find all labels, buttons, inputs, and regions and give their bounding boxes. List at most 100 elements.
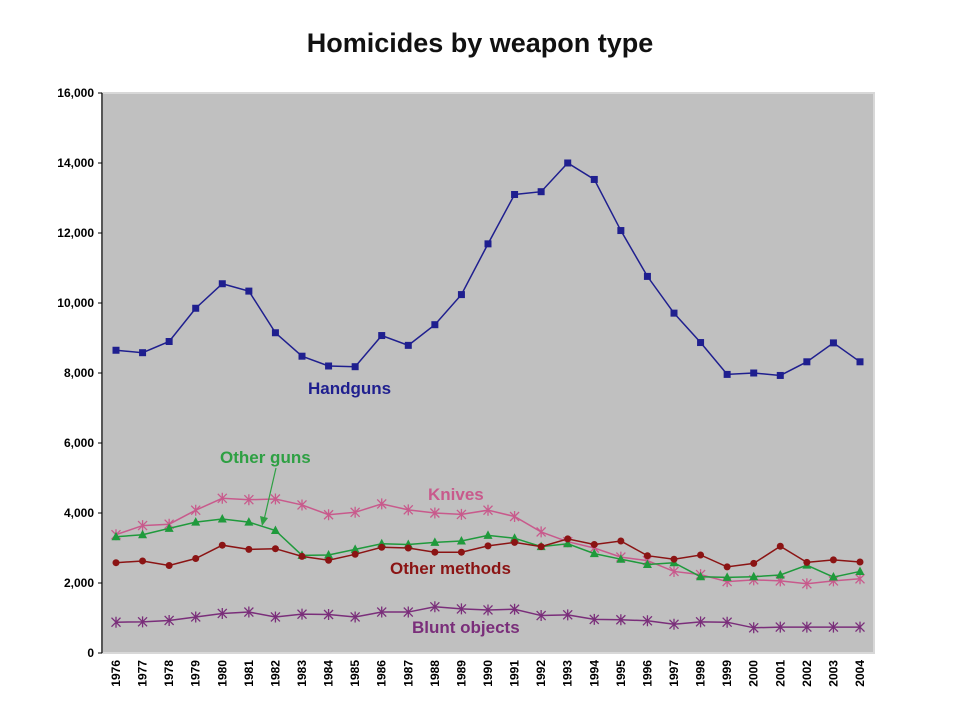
series-blunt-objects [111,601,865,634]
x-tick-label: 1978 [162,660,176,687]
data-point [351,550,359,558]
data-point [803,358,811,366]
y-tick-label: 14,000 [57,156,94,170]
data-point [456,508,467,520]
data-point [483,604,493,616]
y-tick-label: 0 [87,646,94,660]
data-point [164,614,175,626]
data-point [271,545,279,553]
x-tick-label: 1996 [640,660,654,687]
x-tick-label: 1992 [534,660,548,687]
data-point [378,332,386,340]
data-point [484,542,492,550]
data-point [697,551,705,559]
x-tick-label: 1997 [667,660,681,687]
data-point [190,504,201,516]
data-point [324,550,334,559]
data-point [270,525,280,534]
data-point [297,499,307,511]
x-tick-label: 1983 [295,660,309,687]
x-tick-label: 1982 [268,660,282,687]
data-point [536,610,547,622]
data-point [457,548,465,556]
x-tick-label: 1979 [189,660,203,687]
data-point [509,603,520,615]
series-other-methods [112,535,864,571]
data-point [829,339,837,347]
data-point [112,559,120,567]
y-tick-label: 16,000 [57,86,94,100]
data-point [590,175,598,183]
data-point [669,565,679,577]
data-point [456,603,467,615]
data-point [190,611,201,623]
y-tick-label: 10,000 [57,296,94,310]
data-point [191,517,201,526]
data-point [697,339,705,347]
data-point [748,622,759,634]
x-tick-label: 2002 [800,660,814,687]
series-label: Other methods [390,559,511,578]
data-point [855,621,865,633]
data-point [245,287,253,295]
data-point [484,240,492,248]
data-point [429,507,440,519]
y-tick-label: 8,000 [64,366,94,380]
x-tick-label: 1998 [694,660,708,687]
data-point [404,544,412,552]
data-point [217,607,228,619]
data-point [139,349,147,357]
x-tick-label: 1977 [136,660,150,687]
series-other-guns [111,513,865,581]
data-point [510,533,520,542]
data-point [509,511,520,522]
data-point [563,538,573,548]
data-point [112,346,120,354]
data-point [456,536,466,545]
data-point [378,543,386,551]
data-point [670,555,678,563]
data-point [111,531,121,541]
data-point [511,538,519,546]
x-tick-label: 1980 [215,660,229,687]
data-point [137,616,148,628]
x-tick-label: 2003 [826,660,840,687]
data-point [615,614,626,626]
data-point [298,552,306,560]
data-point [564,159,572,167]
data-point [855,573,865,585]
annotation-arrowhead [260,516,268,526]
data-point [403,504,414,516]
data-point [217,513,227,523]
data-point [323,509,334,521]
data-point [775,569,785,579]
data-point [828,572,838,581]
data-point [643,272,651,280]
chart-title: Homicides by weapon type [306,28,654,58]
data-point [403,606,414,618]
data-point [192,304,200,312]
x-tick-label: 1985 [348,660,362,687]
y-tick-label: 4,000 [64,506,94,520]
data-point [589,613,600,625]
data-point [139,557,147,565]
data-point [218,541,226,549]
data-point [749,571,759,581]
data-point [351,363,359,371]
data-point [431,548,439,556]
data-point [776,371,784,379]
data-point [801,621,812,633]
data-point [590,541,598,548]
data-point [164,523,174,532]
data-point [511,191,519,198]
data-point [537,543,545,551]
series-label: Blunt objects [412,618,520,637]
data-point [642,615,653,627]
series-label: Other guns [220,448,311,467]
y-tick-label: 12,000 [57,226,94,240]
data-point [138,529,148,539]
data-point [111,616,121,628]
data-point [643,552,651,560]
data-point [616,554,626,563]
data-point [217,492,228,504]
